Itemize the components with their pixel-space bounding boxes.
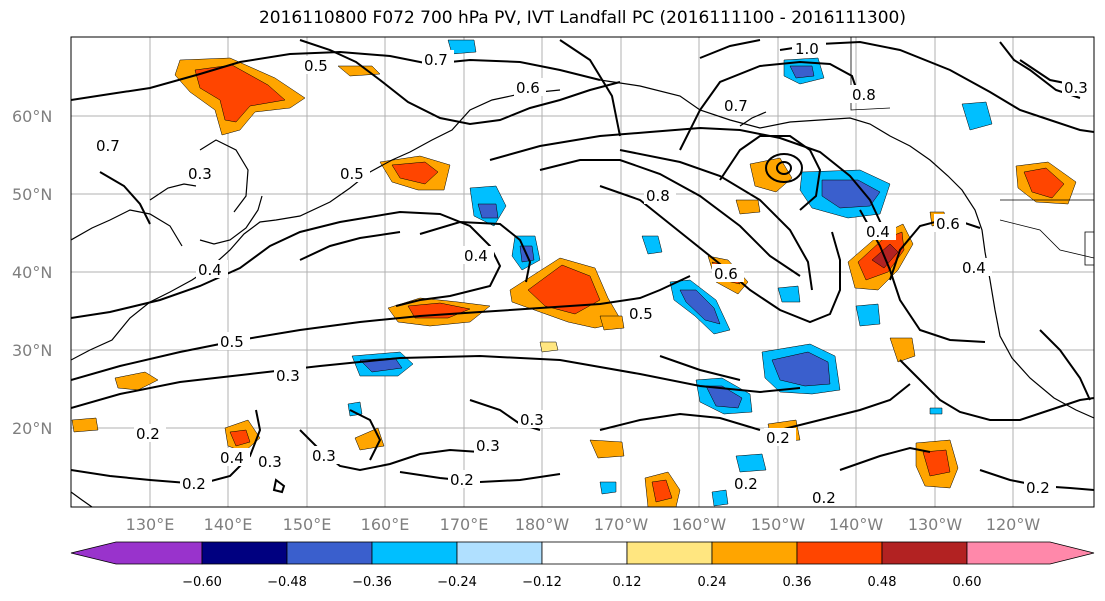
- colorbar-tick-label: 0.60: [953, 575, 982, 590]
- colorbar: −0.60 −0.48 −0.36 −0.24 −0.12 0.12 0.24 …: [70, 541, 1095, 590]
- contour-label: 0.2: [136, 425, 160, 443]
- colorbar-segment: [711, 541, 798, 565]
- colorbar-segment: [286, 541, 373, 565]
- lon-label: 150°E: [283, 515, 332, 534]
- colorbar-segment: [371, 541, 458, 565]
- contour-label: 0.6: [714, 265, 738, 283]
- lon-label: 140°W: [829, 515, 884, 534]
- contour-label: 0.4: [962, 259, 986, 277]
- colorbar-segment: [201, 541, 288, 565]
- contour-label: 0.7: [96, 137, 120, 155]
- lon-label: 120°W: [986, 515, 1041, 534]
- contour-label: 0.3: [476, 437, 500, 455]
- contour-label: 0.7: [424, 51, 448, 69]
- contour-label: 0.2: [812, 489, 836, 507]
- contour-label: 0.5: [629, 305, 653, 323]
- colorbar-tick-label: 0.24: [698, 575, 727, 590]
- contour-label-group: 1.0 0.8 0.8 0.7 0.7 0.6 0.6 0.6 0.5 0.5 …: [94, 39, 1094, 507]
- contour-label: 1.0: [795, 40, 819, 58]
- contour-label: 0.4: [464, 247, 488, 265]
- lon-label: 130°E: [126, 515, 175, 534]
- contour-label: 0.2: [450, 471, 474, 489]
- colorbar-segment: [796, 541, 883, 565]
- colorbar-tick-label: 0.36: [783, 575, 812, 590]
- lon-label: 180°W: [515, 515, 570, 534]
- colorbar-segment: [541, 541, 628, 565]
- contour-label: 0.5: [340, 165, 364, 183]
- contour-label: 0.3: [188, 165, 212, 183]
- contour-label: 0.6: [516, 79, 540, 97]
- contour-label: 0.2: [734, 475, 758, 493]
- contour-label: 0.3: [520, 411, 544, 429]
- lat-label: 40°N: [12, 263, 52, 282]
- colorbar-tick-label: −0.60: [182, 575, 222, 590]
- lon-label: 150°W: [751, 515, 806, 534]
- colorbar-tick-label: 0.12: [613, 575, 642, 590]
- contour-label: 0.2: [1026, 479, 1050, 497]
- contour-label: 0.2: [182, 475, 206, 493]
- coastlines: [71, 79, 1094, 507]
- contour-label: 0.3: [276, 367, 300, 385]
- colorbar-tick-label: −0.48: [267, 575, 307, 590]
- map-title: 2016110800 F072 700 hPa PV, IVT Landfall…: [258, 8, 906, 28]
- colorbar-tick-label: −0.12: [522, 575, 562, 590]
- contour-label: 0.8: [646, 187, 670, 205]
- contour-label: 0.8: [852, 86, 876, 104]
- colorbar-segment: [626, 541, 713, 565]
- political-borders: [850, 37, 1094, 266]
- colorbar-tick-label: 0.48: [868, 575, 897, 590]
- lon-label: 170°E: [440, 515, 489, 534]
- latitude-labels: 60°N 50°N 40°N 30°N 20°N: [12, 107, 52, 438]
- lon-label: 140°E: [204, 515, 253, 534]
- contour-label: 0.5: [220, 333, 244, 351]
- colorbar-segment: [881, 541, 968, 565]
- contour-label: 0.6: [936, 215, 960, 233]
- lon-label: 160°W: [672, 515, 727, 534]
- map-frame: [70, 36, 1095, 508]
- colorbar-extend-high: [966, 541, 1095, 565]
- contour-label: 0.3: [1064, 79, 1088, 97]
- contour-label: 0.4: [220, 449, 244, 467]
- lon-label: 130°W: [908, 515, 963, 534]
- contour-label: 0.7: [724, 97, 748, 115]
- contour-label: 0.2: [766, 429, 790, 447]
- contour-label: 0.3: [312, 447, 336, 465]
- contour-label: 0.4: [866, 223, 890, 241]
- map-area: 1.0 0.8 0.8 0.7 0.7 0.6 0.6 0.6 0.5 0.5 …: [71, 37, 1094, 507]
- lat-label: 50°N: [12, 185, 52, 204]
- contour-label: 0.5: [304, 57, 328, 75]
- lat-label: 60°N: [12, 107, 52, 126]
- colorbar-tick-label: −0.36: [352, 575, 392, 590]
- contour-label: 0.3: [258, 453, 282, 471]
- lon-label: 170°W: [594, 515, 649, 534]
- lat-label: 30°N: [12, 341, 52, 360]
- longitude-labels: 130°E 140°E 150°E 160°E 170°E 180°W 170°…: [126, 515, 1041, 534]
- lat-label: 20°N: [12, 419, 52, 438]
- contour-label: 0.4: [198, 261, 222, 279]
- negative-anomaly-fills: [347, 39, 993, 507]
- colorbar-extend-low: [70, 541, 203, 565]
- colorbar-segment: [456, 541, 543, 565]
- lon-label: 160°E: [361, 515, 410, 534]
- colorbar-tick-label: −0.24: [437, 575, 477, 590]
